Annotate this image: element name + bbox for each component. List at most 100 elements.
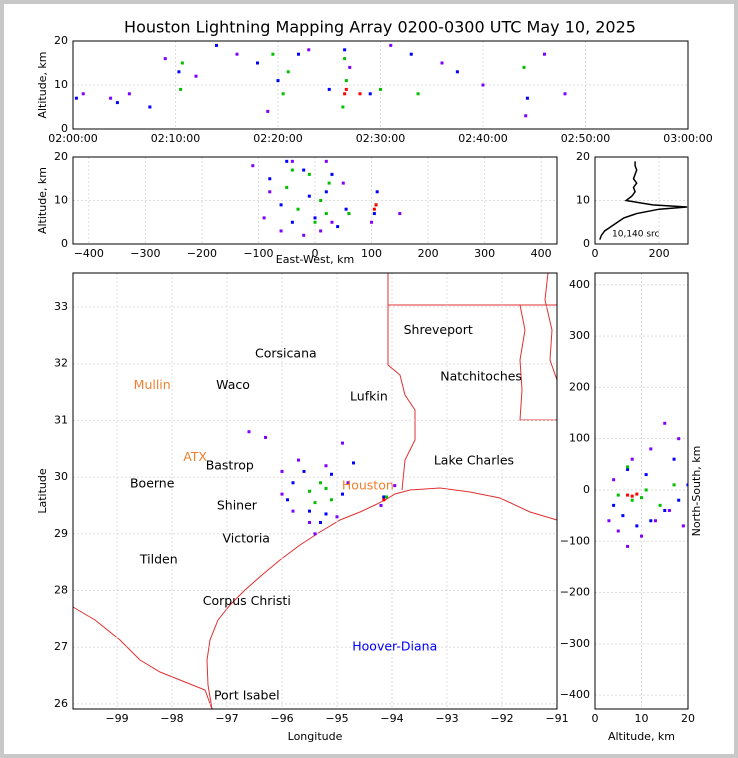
source-point — [398, 212, 402, 216]
source-point — [416, 92, 420, 96]
annotation: 10,140 src — [612, 230, 660, 240]
source-point — [653, 519, 657, 523]
source-point — [348, 65, 352, 69]
place-label: Lake Charles — [434, 453, 514, 468]
x-tick-label: −97 — [215, 712, 238, 725]
x-tick-label: 200 — [649, 247, 670, 260]
source-point — [307, 194, 311, 198]
place-label: Hoover-Diana — [352, 639, 437, 654]
source-point — [271, 52, 275, 56]
place-label: Boerne — [130, 475, 175, 490]
source-point — [525, 96, 529, 100]
source-point — [313, 220, 317, 224]
source-point — [279, 229, 283, 233]
source-point — [352, 461, 355, 465]
source-point — [247, 430, 251, 434]
x-tick-label: 400 — [531, 247, 552, 260]
source-point — [256, 61, 259, 65]
source-point — [319, 229, 323, 233]
source-point — [389, 43, 393, 47]
y-tick-label: 30 — [54, 470, 68, 483]
source-point — [382, 498, 386, 502]
x-tick-label: 0 — [592, 247, 599, 260]
source-point — [335, 515, 339, 519]
plot-area — [74, 43, 567, 118]
source-point — [455, 70, 459, 74]
source-point — [281, 92, 285, 96]
source-point — [297, 52, 300, 56]
source-point — [649, 519, 653, 523]
place-label: Shreveport — [404, 322, 473, 337]
source-point — [372, 212, 376, 216]
source-point — [663, 421, 667, 425]
source-point — [616, 529, 620, 533]
y-axis-label: Altitude, km — [36, 167, 49, 234]
source-point — [409, 52, 413, 56]
source-point — [297, 458, 300, 462]
x-tick-label: −200 — [187, 247, 217, 260]
source-point — [324, 190, 328, 194]
coastline — [206, 487, 558, 710]
x-tick-label: 02:10:00 — [151, 132, 200, 145]
source-point — [440, 61, 444, 65]
x-axis-label: Altitude, km — [608, 730, 675, 743]
source-point — [563, 92, 567, 96]
source-point — [607, 519, 611, 523]
y-tick-label: 100 — [569, 432, 590, 445]
source-point — [621, 514, 625, 518]
y-axis-label: Altitude, km — [36, 51, 49, 118]
source-point — [313, 501, 317, 505]
source-point — [302, 168, 306, 172]
source-point — [630, 457, 634, 461]
altitude-histogram — [599, 161, 688, 240]
source-point — [343, 57, 347, 61]
source-point — [630, 498, 634, 502]
source-point — [344, 79, 348, 83]
place-label: Port Isabel — [214, 687, 280, 702]
source-point — [307, 48, 311, 52]
y-tick-label: −400 — [560, 688, 590, 701]
source-point — [286, 498, 289, 502]
source-point — [280, 492, 284, 496]
source-point — [266, 109, 270, 113]
x-tick-label: 02:40:00 — [458, 132, 507, 145]
source-point — [290, 159, 294, 163]
source-point — [336, 225, 340, 229]
source-point — [635, 492, 639, 496]
x-tick-label: −96 — [270, 712, 293, 725]
source-point — [379, 503, 383, 507]
y-tick-label: 0 — [61, 122, 68, 135]
source-point — [368, 92, 372, 96]
source-point — [179, 87, 183, 91]
source-point — [330, 472, 333, 476]
place-label: Bastrop — [206, 457, 254, 472]
source-point — [296, 207, 300, 211]
x-tick-label: 20 — [681, 712, 695, 725]
x-axis-label: East-West, km — [276, 253, 354, 266]
plot-frame — [594, 272, 689, 710]
source-point — [344, 207, 348, 211]
plot-frame — [72, 272, 558, 710]
source-point — [522, 65, 526, 69]
plot-area — [599, 161, 688, 240]
source-point — [115, 101, 119, 105]
y-tick-label: 0 — [583, 237, 590, 250]
source-point — [268, 190, 272, 194]
place-label: Victoria — [223, 530, 270, 545]
source-point — [319, 520, 322, 524]
source-point — [372, 207, 376, 211]
source-point — [524, 114, 528, 118]
place-label: Corsicana — [255, 346, 317, 361]
x-tick-label: −98 — [160, 712, 183, 725]
source-point — [319, 199, 323, 202]
y-tick-label: 400 — [569, 278, 590, 291]
source-point — [324, 512, 328, 516]
source-point — [330, 220, 334, 224]
source-point — [672, 457, 676, 461]
source-point — [285, 159, 289, 163]
source-point — [385, 495, 388, 499]
plot-frame — [594, 156, 689, 245]
x-tick-label: −92 — [490, 712, 513, 725]
y-tick-label: 0 — [61, 237, 68, 250]
source-point — [302, 233, 306, 237]
